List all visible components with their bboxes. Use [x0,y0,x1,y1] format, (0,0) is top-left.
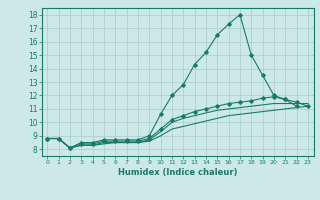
X-axis label: Humidex (Indice chaleur): Humidex (Indice chaleur) [118,168,237,177]
